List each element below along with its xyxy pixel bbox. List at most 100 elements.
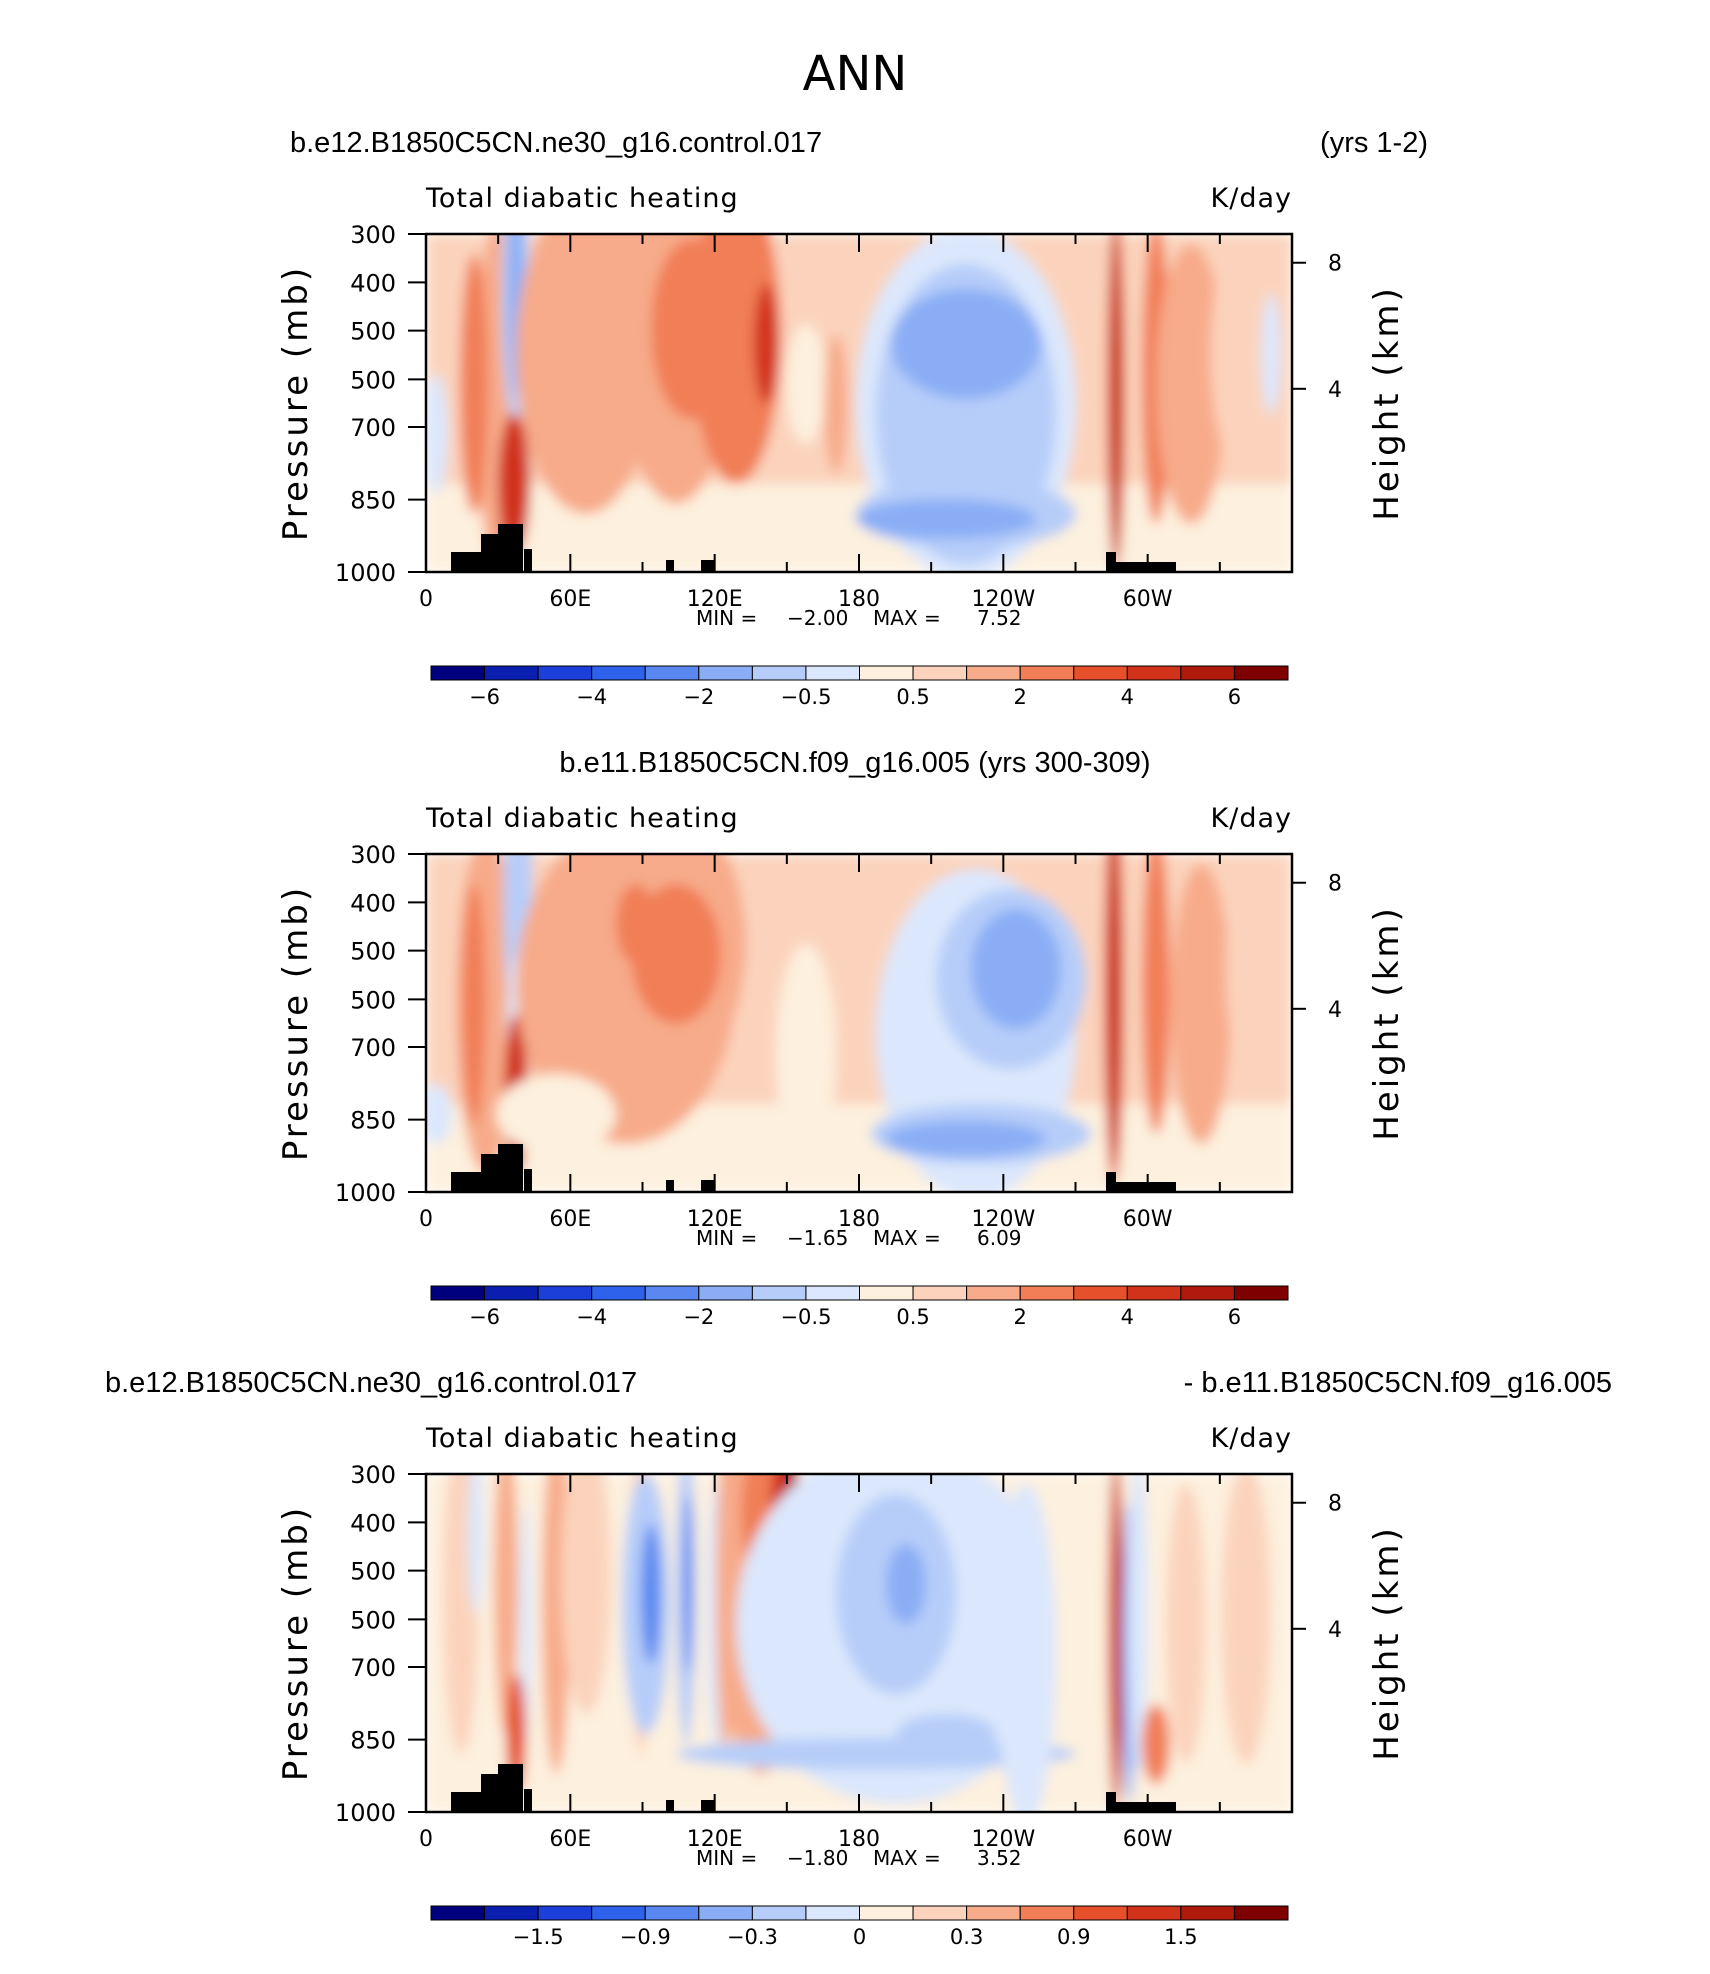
contour-region (886, 1544, 926, 1624)
y-tick-label: 500 (350, 1606, 396, 1634)
x-tick-label: 120W (971, 1207, 1035, 1232)
colorbar-swatch (805, 665, 860, 681)
y-tick-label: 850 (350, 1727, 396, 1755)
colorbar-swatch (1126, 1905, 1182, 1921)
colorbar-swatch (1019, 1905, 1075, 1921)
height-tick-label: 4 (1328, 998, 1342, 1023)
colorbar-swatch (430, 1905, 486, 1921)
topography-mask (666, 560, 674, 572)
contour-region (651, 239, 731, 419)
contour-region (971, 909, 1061, 1029)
colorbar-swatch (591, 1905, 646, 1921)
min-label: MIN = (696, 1226, 757, 1250)
min-value: −2.00 (787, 606, 848, 630)
topography-mask (1116, 1802, 1176, 1812)
contour-region (616, 884, 656, 964)
topography-mask (701, 560, 715, 572)
colorbar-label: −0.5 (780, 1305, 831, 1329)
plot-subtitle: Total diabatic heating (425, 803, 739, 834)
y-tick-label: 1000 (335, 1799, 396, 1827)
topography-mask (1106, 1172, 1116, 1192)
contour-fill (426, 854, 1292, 1192)
contour-region (1128, 1474, 1148, 1774)
case-label: b.e11.B1850C5CN.f09_g16.005 (yrs 300-309… (559, 747, 1150, 779)
y-tick-label: 700 (350, 1654, 396, 1682)
y-tick-label: 500 (350, 1558, 396, 1586)
max-value: 7.52 (977, 606, 1022, 630)
colorbar-swatch (1233, 1905, 1289, 1921)
colorbar-swatch (537, 1905, 593, 1921)
case-label: b.e12.B1850C5CN.ne30_g16.control.017 (290, 127, 822, 159)
height-tick-label: 8 (1328, 872, 1342, 897)
colorbar-label: −1.5 (513, 1925, 564, 1949)
colorbar-swatch (591, 665, 646, 681)
contour-region (494, 1474, 518, 1734)
contour-region (1211, 244, 1261, 464)
colorbar-swatch (1073, 1905, 1128, 1921)
contour-region (426, 1084, 452, 1144)
x-tick-label: 60E (549, 587, 591, 612)
panel-3: b.e12.B1850C5CN.ne30_g16.control.017 - b.… (105, 1367, 1612, 1949)
colorbar-swatch (912, 1285, 968, 1301)
contour-region (426, 504, 466, 564)
right-axis-label: Height (km) (1367, 1525, 1407, 1761)
colorbar-swatch (484, 1285, 539, 1301)
contour-region (1113, 1474, 1119, 1804)
y-tick-label: 500 (350, 938, 396, 966)
colorbar-swatch (751, 1285, 807, 1301)
min-label: MIN = (696, 606, 757, 630)
panel-1: b.e12.B1850C5CN.ne30_g16.control.017 (yrs… (276, 127, 1428, 709)
colorbar-label: −0.5 (780, 685, 831, 709)
figure-title: ANN (803, 46, 908, 102)
colorbar-swatch (1180, 1285, 1235, 1301)
y-axis-label: Pressure (mb) (276, 885, 316, 1161)
contour-region (641, 1524, 661, 1664)
colorbar-label: 1.5 (1164, 1925, 1197, 1949)
min-value: −1.65 (787, 1226, 848, 1250)
colorbar-swatch (1180, 1905, 1235, 1921)
topography-mask (1106, 552, 1116, 572)
units-label: K/day (1211, 803, 1292, 834)
y-tick-label: 500 (350, 986, 396, 1014)
colorbar-swatch (430, 665, 486, 681)
contour-region (996, 1484, 1056, 1812)
height-tick-label: 8 (1328, 1492, 1342, 1517)
units-label: K/day (1211, 183, 1292, 214)
plot-subtitle: Total diabatic heating (425, 1423, 739, 1454)
contour-region (1166, 1484, 1206, 1764)
x-tick-label: 120W (971, 1827, 1035, 1852)
colorbar-swatch (1233, 665, 1289, 681)
colorbar-swatch (484, 1905, 539, 1921)
topography-mask (498, 524, 523, 572)
x-tick-label: 120E (687, 587, 743, 612)
y-tick-label: 1000 (335, 1179, 396, 1207)
x-tick-label: 180 (838, 587, 880, 612)
x-tick-label: 60E (549, 1207, 591, 1232)
x-tick-label: 60W (1123, 1207, 1173, 1232)
y-tick-label: 300 (350, 841, 396, 869)
topography-mask (524, 1789, 532, 1812)
contour-region (1156, 244, 1226, 524)
colorbar-swatch (644, 665, 700, 681)
colorbar-swatch (1019, 1285, 1075, 1301)
colorbar-label: −0.9 (620, 1925, 671, 1949)
colorbar-label: −6 (469, 1305, 500, 1329)
max-value: 6.09 (977, 1226, 1022, 1250)
colorbar-swatch (591, 1285, 646, 1301)
colorbar-swatch (1180, 665, 1235, 681)
max-label: MAX = (873, 606, 941, 630)
colorbar-swatch (537, 1285, 593, 1301)
colorbar-swatch (644, 1285, 700, 1301)
heat-field (426, 234, 1292, 572)
contour-region (896, 1714, 996, 1754)
colorbar-swatch (430, 1285, 486, 1301)
contour-region (496, 1074, 616, 1154)
y-tick-label: 500 (350, 318, 396, 346)
contour-fill (426, 234, 1292, 572)
contour-region (462, 884, 486, 1124)
height-tick-label: 8 (1328, 252, 1342, 277)
topography-mask (666, 1180, 674, 1192)
x-tick-label: 60W (1123, 1827, 1173, 1852)
x-tick-label: 180 (838, 1207, 880, 1232)
years-label: - b.e11.B1850C5CN.f09_g16.005 (1184, 1367, 1612, 1399)
